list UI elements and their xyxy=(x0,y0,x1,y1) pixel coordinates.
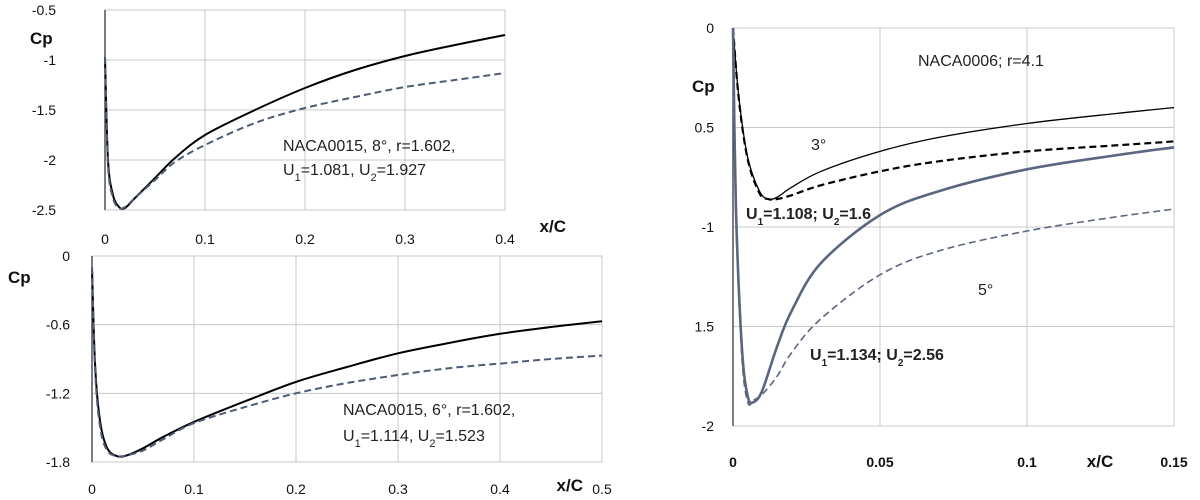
y-tick-label: -2 xyxy=(44,152,57,168)
y-tick-label: -1 xyxy=(702,219,715,235)
annotation-3deg: 3° xyxy=(811,137,826,154)
chart-top-left: Cp x/C -0.5 -1 -1.5 -2 -2.5 0 0.1 0.2 0.3 0.4 NAC… xyxy=(30,2,566,247)
chart-right: Cp x/C 0 0.5 -1 1.5 -2 0 0.05 0.1 0.15 NACA0006;… xyxy=(692,20,1188,471)
x-tick-label: 0.4 xyxy=(490,481,510,497)
x-axis-label: x/C xyxy=(557,476,583,495)
chart-bottom-left: Cp x/C 0 -0.6 -1.2 -1.8 0 0.1 0.2 0.3 0.4 0.5 NAC… xyxy=(8,248,612,497)
y-tick-label: -0.6 xyxy=(46,317,70,333)
annotation-3deg-velocities: U1=1.108; U2=1.6 xyxy=(746,206,871,228)
y-tick-label: 0.5 xyxy=(695,120,715,136)
x-tick-label: 0 xyxy=(101,231,109,247)
x-tick-label: 0.1 xyxy=(195,231,215,247)
series-line-2 xyxy=(104,56,506,210)
x-tick-label: 0.1 xyxy=(184,481,204,497)
y-tick-label: -1.5 xyxy=(32,102,56,118)
plot-area: 0 0.5 -1 1.5 -2 0 0.05 0.1 0.15 xyxy=(695,20,1188,470)
x-tick-label: 0.05 xyxy=(866,454,893,470)
x-axis-label: x/C xyxy=(1087,452,1113,471)
y-tick-label: -2 xyxy=(702,418,715,434)
x-tick-label: 0.3 xyxy=(395,231,415,247)
y-tick-label: -1 xyxy=(44,52,57,68)
y-tick-label: 1.5 xyxy=(695,319,715,335)
y-tick-label: -1.8 xyxy=(46,454,70,470)
annotation-5deg-velocities: U1=1.134; U2=2.56 xyxy=(810,347,944,369)
x-tick-label: 0.4 xyxy=(495,231,515,247)
x-tick-label: 0.3 xyxy=(388,481,408,497)
x-tick-label: 0.15 xyxy=(1160,454,1187,470)
series-line-4 xyxy=(732,27,1175,406)
x-tick-label: 0.1 xyxy=(1017,454,1037,470)
series-line-1 xyxy=(732,27,1175,201)
annotation-naca0015-8deg: NACA0015, 8°, r=1.602, xyxy=(283,138,455,155)
y-tick-label: 0 xyxy=(62,248,70,264)
series-line-1 xyxy=(91,267,603,458)
x-tick-label: 0 xyxy=(88,481,96,497)
x-tick-label: 0.2 xyxy=(295,231,315,247)
y-tick-label: 0 xyxy=(706,20,714,36)
plot-area: -0.5 -1 -1.5 -2 -2.5 0 0.1 0.2 0.3 0.4 xyxy=(32,2,515,247)
y-axis-label: Cp xyxy=(8,268,31,287)
annotation-5deg: 5° xyxy=(978,282,993,299)
plot-area: 0 -0.6 -1.2 -1.8 0 0.1 0.2 0.3 0.4 0.5 xyxy=(46,248,612,497)
x-axis-label: x/C xyxy=(540,217,566,236)
y-tick-label: -0.5 xyxy=(32,2,56,18)
series-line-2 xyxy=(731,27,1175,201)
y-axis-label: Cp xyxy=(692,77,715,96)
x-tick-label: 0.5 xyxy=(592,481,612,497)
series-line-2 xyxy=(91,267,603,458)
y-tick-label: -1.2 xyxy=(46,385,70,401)
annotation-u1-u2: U1=1.081, U2=1.927 xyxy=(283,162,426,184)
y-axis-label: Cp xyxy=(30,29,53,48)
y-tick-label: -2.5 xyxy=(32,202,56,218)
annotation-u1-u2: U1=1.114, U2=1.523 xyxy=(343,428,485,450)
annotation-naca0006: NACA0006; r=4.1 xyxy=(918,53,1044,70)
annotation-naca0015-6deg: NACA0015, 6°, r=1.602, xyxy=(343,402,515,419)
x-tick-label: 0 xyxy=(729,454,737,470)
x-tick-label: 0.2 xyxy=(286,481,306,497)
